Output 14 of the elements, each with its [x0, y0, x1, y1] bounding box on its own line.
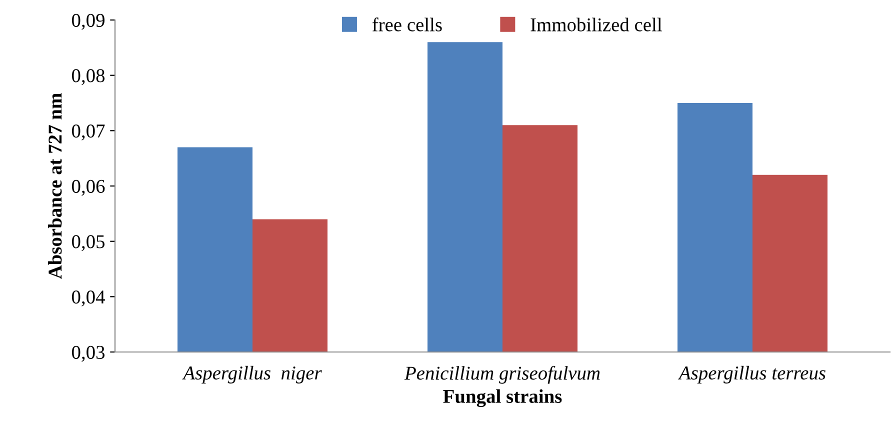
legend-label: Immobilized cell — [530, 18, 662, 32]
y-tick-label: 0,06 — [72, 180, 105, 196]
y-tick-label: 0,07 — [72, 124, 105, 140]
y-axis-title: Absorbance at 727 nm — [48, 93, 62, 279]
x-axis-title: Fungal strains — [443, 389, 562, 408]
y-tick-label: 0,04 — [72, 290, 105, 306]
legend-label: free cells — [372, 18, 442, 32]
y-tick-label: 0,05 — [72, 235, 105, 252]
x-tick-label: Aspergillus niger — [182, 366, 322, 384]
x-tick-label: Penicillium griseofulvum — [404, 366, 600, 384]
y-tick-label: 0,09 — [72, 14, 104, 30]
y-tick-label: 0,03 — [72, 346, 105, 362]
x-tick-label: Aspergillus terreus — [678, 366, 826, 384]
y-tick-label: 0,08 — [72, 69, 105, 86]
